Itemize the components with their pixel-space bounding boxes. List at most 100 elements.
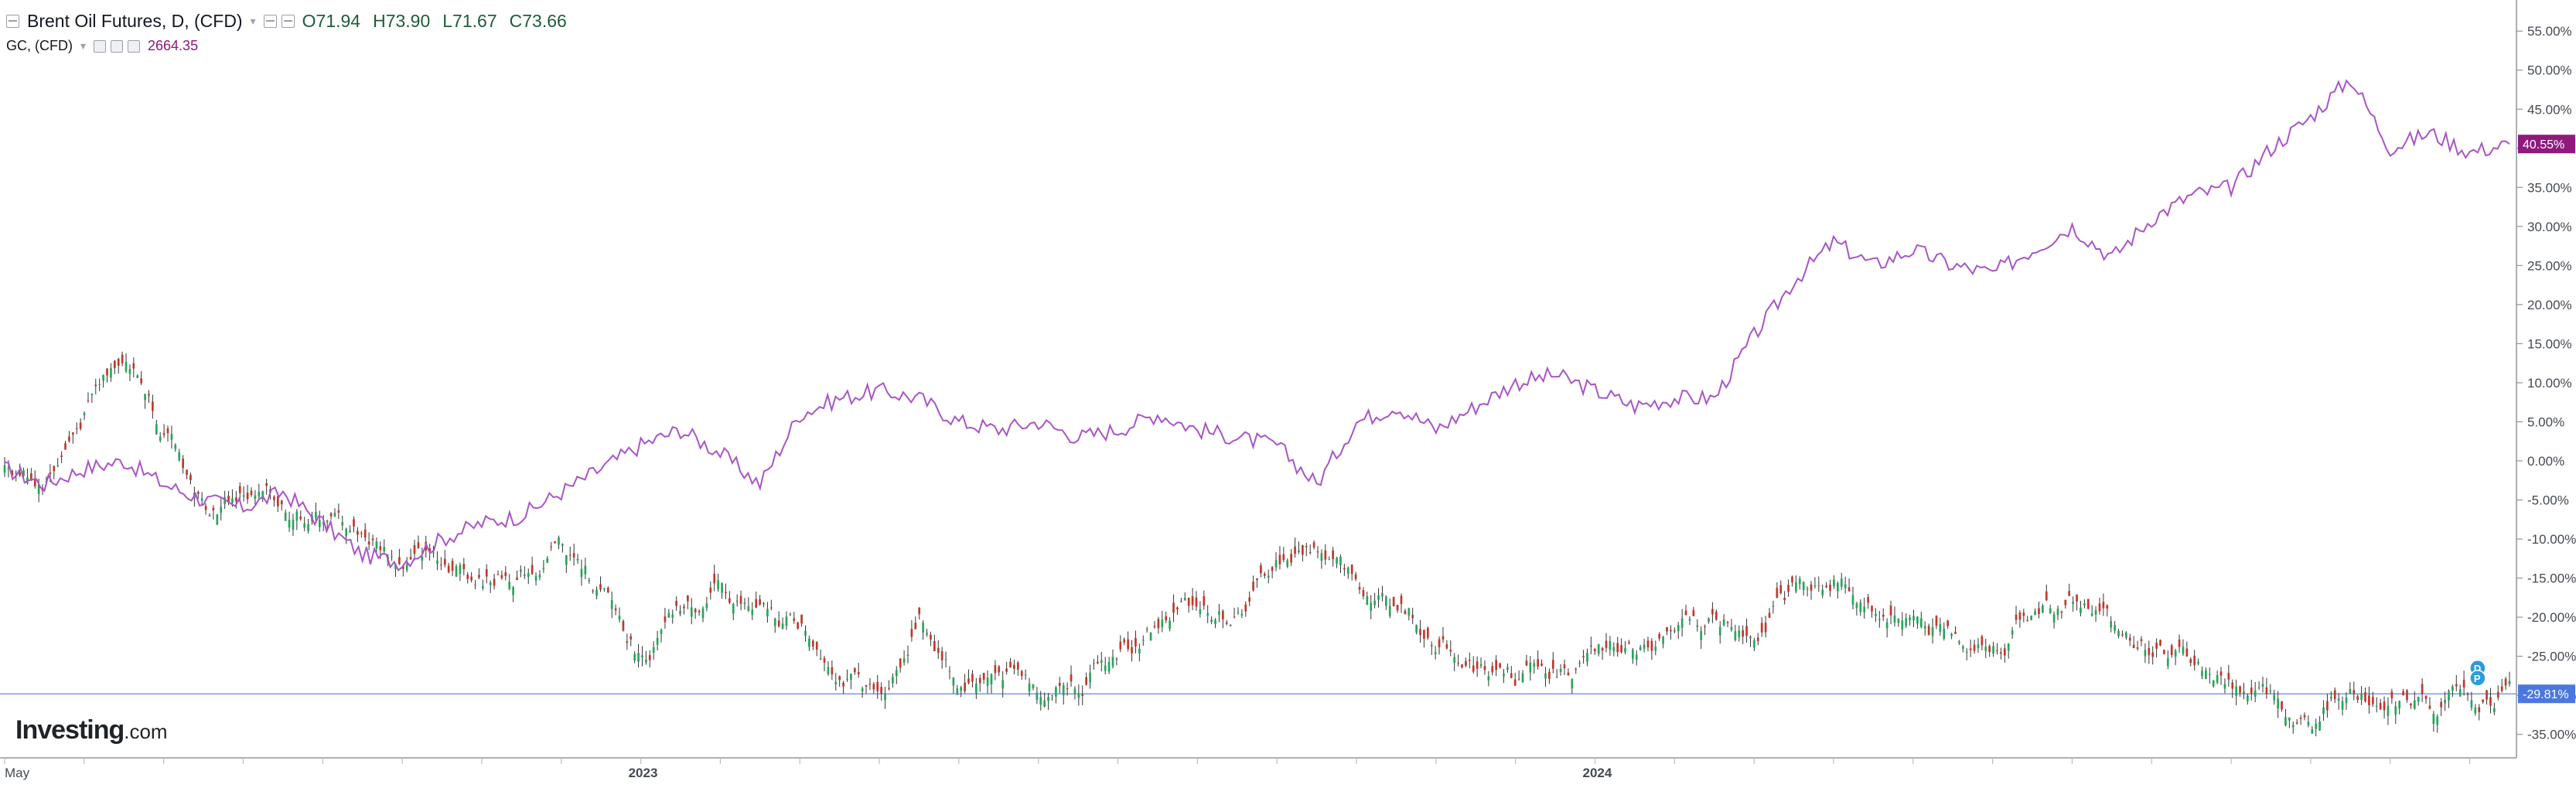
close-icon[interactable] — [281, 15, 295, 28]
candle-body — [2432, 714, 2435, 725]
candle-body — [2052, 614, 2056, 623]
candle-body — [1871, 605, 1873, 612]
candle-body — [337, 510, 340, 513]
candle-body — [22, 470, 25, 476]
candle-body — [212, 507, 215, 510]
candle-body — [1411, 615, 1414, 619]
candle-body — [683, 606, 685, 609]
candle-body — [2311, 728, 2314, 734]
candle-body — [1620, 645, 1622, 653]
candle-body — [1537, 659, 1540, 667]
candle-body — [2201, 670, 2203, 677]
candle-body — [2349, 688, 2352, 694]
candle-body — [2375, 705, 2378, 707]
candle-body — [1043, 700, 1046, 707]
candle-body — [2106, 605, 2109, 609]
candle-body — [956, 688, 959, 695]
low-value: L71.67 — [442, 11, 497, 31]
candle-body — [1677, 625, 1680, 632]
candle-body — [713, 573, 716, 584]
candle-body — [258, 491, 261, 497]
y-tick-label: -5.00% — [2527, 493, 2569, 508]
candle-body — [1760, 623, 1763, 633]
candle-body — [2007, 643, 2010, 651]
candle-body — [318, 520, 321, 527]
candle-body — [189, 475, 192, 480]
settings-icon[interactable] — [111, 39, 124, 53]
candle-body — [2227, 673, 2230, 680]
candle-body — [2254, 691, 2257, 698]
candle-body — [971, 674, 974, 682]
candle-body — [1244, 604, 1247, 612]
candle-body — [1483, 666, 1486, 670]
candle-body — [1350, 565, 1353, 575]
candle-body — [2428, 705, 2431, 709]
candle-body — [2076, 594, 2078, 602]
candle-body — [1165, 616, 1168, 621]
candle-body — [273, 496, 275, 500]
candle-body — [679, 610, 681, 615]
collapse-legend-icon[interactable] — [6, 15, 19, 28]
compare-symbol-legend[interactable]: GC, (CFD) ▾ 2664.35 — [6, 38, 198, 54]
candle-body — [1324, 550, 1327, 560]
candle-body — [777, 620, 780, 626]
chevron-down-icon[interactable]: ▾ — [250, 15, 256, 27]
candle-body — [572, 553, 575, 558]
candle-body — [1582, 656, 1585, 658]
candle-body — [235, 497, 237, 502]
candle-body — [11, 470, 14, 476]
high-value: H73.90 — [373, 11, 431, 31]
candle-body — [2022, 612, 2025, 616]
candle-body — [1662, 636, 1664, 644]
candle-body — [561, 544, 564, 546]
candle-body — [1714, 611, 1718, 620]
candle-body — [2383, 701, 2386, 711]
candle-body — [1749, 636, 1752, 639]
candle-body — [117, 359, 120, 366]
candle-body — [2291, 725, 2295, 728]
eye-icon[interactable] — [94, 39, 107, 53]
candle-body — [1912, 616, 1915, 621]
candle-body — [1666, 626, 1668, 632]
candle-body — [2345, 697, 2348, 704]
candle-body — [1282, 554, 1285, 561]
chevron-down-icon[interactable]: ▾ — [80, 39, 87, 52]
candle-body — [307, 524, 309, 531]
candle-body — [1848, 587, 1851, 592]
candle-body — [1055, 687, 1057, 697]
candle-body — [2493, 708, 2496, 712]
candle-body — [2466, 694, 2469, 695]
candle-body — [443, 558, 446, 565]
candle-body — [523, 574, 526, 576]
candle-body — [982, 673, 985, 680]
candle-body — [1430, 644, 1433, 647]
candle-body — [1081, 694, 1084, 697]
main-symbol-legend[interactable]: Brent Oil Futures, D, (CFD) ▾ O71.94 H73… — [6, 11, 567, 32]
settings-icon[interactable] — [263, 15, 277, 28]
candle-body — [409, 556, 412, 560]
candle-body — [846, 678, 848, 680]
candle-body — [1013, 664, 1015, 669]
candle-body — [1097, 661, 1099, 663]
candle-body — [811, 640, 814, 647]
candle-body — [2189, 659, 2192, 663]
candle-body — [1844, 584, 1847, 588]
candle-body — [1161, 619, 1164, 627]
candle-body — [1358, 587, 1361, 590]
candle-body — [276, 496, 279, 507]
candle-body — [1388, 605, 1391, 616]
close-icon[interactable] — [128, 39, 141, 53]
candle-body — [1073, 688, 1076, 694]
candle-body — [2197, 661, 2199, 664]
last-value-badge — [2518, 684, 2575, 704]
x-tick-label: 2023 — [629, 766, 658, 780]
candle-body — [819, 658, 822, 660]
candle-body — [558, 537, 560, 545]
candle-body — [246, 493, 249, 500]
event-marker[interactable] — [2469, 670, 2486, 687]
candle-body — [793, 618, 796, 621]
candle-body — [755, 599, 758, 608]
candle-body — [2482, 699, 2484, 702]
